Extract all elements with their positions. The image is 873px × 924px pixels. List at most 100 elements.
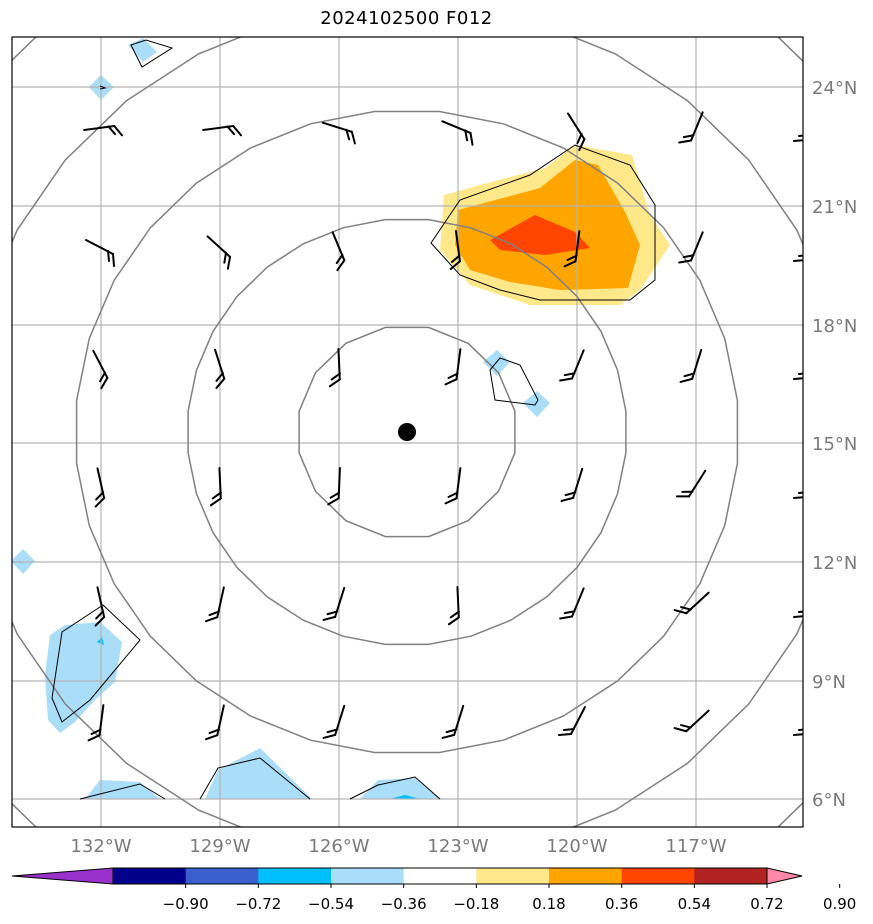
contour-line [130,39,174,68]
wind-barb [673,591,710,615]
longitude-axis: 132°W 129°W 126°W 123°W 120°W 117°W [70,836,726,857]
map-title: 2024102500 F012 [320,8,493,29]
wind-barb [209,467,222,507]
wind-barb [793,372,803,380]
contour-line [99,85,107,90]
latitude-tick-label: 9°N [812,672,846,693]
colorbar-tick-label: −0.54 [308,895,354,913]
negative-anomaly-patch [483,350,510,376]
wind-barb [331,231,346,272]
positive-anomaly-strong [490,215,590,255]
wind-barb [559,349,585,382]
wind-barb [793,491,803,499]
distance-ring [298,326,516,538]
wind-barb [563,230,581,268]
negative-anomaly-core [390,795,420,799]
wind-barb [559,587,585,620]
colorbar-extend-low [11,867,114,885]
colorbar-tick-label: 0.36 [605,895,638,913]
wind-barbs [83,111,803,742]
wind-barb [204,586,225,623]
wind-barb [85,239,115,267]
wind-barb [328,348,341,388]
wind-barb [449,230,461,270]
colorbar-outline [112,867,768,885]
colorbar: −0.90 −0.72 −0.54 −0.36 −0.18 0.18 0.36 0.54 0.7… [11,867,856,913]
wind-barb [447,586,460,626]
colorbar-segment [549,868,623,884]
colorbar-segment [403,868,477,884]
wind-barb [678,231,704,264]
wind-barb [567,112,586,152]
colorbar-tick-label: −0.72 [235,895,281,913]
colorbar-tick-label: 0.72 [750,895,783,913]
map-frame [11,36,804,828]
colorbar-segment [621,868,695,884]
latitude-axis: 24°N 21°N 18°N 15°N 12°N 9°N 6°N [812,78,857,811]
longitude-tick-label: 123°W [427,836,488,857]
wind-barb [793,254,803,262]
wind-barb [94,586,106,627]
wind-barb [322,704,346,739]
contour-lines [51,39,656,800]
colorbar-extend-high [766,867,803,885]
negative-anomaly-patch [45,622,122,733]
distance-ring [12,37,803,827]
negative-anomaly-patch [523,391,550,417]
wind-barb [560,467,584,502]
colorbar-tick-label: 0.18 [532,895,565,913]
wind-barb [558,706,586,736]
latitude-tick-label: 18°N [812,316,857,337]
longitude-tick-label: 132°W [70,836,131,857]
contour-line [349,776,441,800]
longitude-tick-label: 129°W [189,836,250,857]
colorbar-segment [258,868,332,884]
colorbar-segment [476,868,550,884]
wind-barb [793,728,803,736]
latitude-tick-label: 15°N [812,434,857,455]
distance-ring [187,218,627,646]
wind-barb [321,121,356,145]
wind-barb [793,134,803,142]
colorbar-tick-label: −0.90 [163,895,209,913]
shaded-anomaly-areas [12,38,670,799]
colorbar-tick-label: −0.18 [453,895,499,913]
wind-barb [204,704,225,741]
contour-line [199,757,311,800]
latitude-tick-label: 6°N [812,790,846,811]
wind-barb [441,120,474,146]
colorbar-tick-label: 0.90 [823,895,856,913]
contour-line [430,144,656,301]
colorbar-tick-label: 0.54 [678,895,711,913]
negative-anomaly-patch [360,778,440,799]
longitude-tick-label: 117°W [665,836,726,857]
wind-barb [87,704,105,742]
colorbar-tick-label: −0.36 [381,895,427,913]
wind-barb [444,467,462,505]
longitude-tick-label: 120°W [546,836,607,857]
contour-line [51,604,141,723]
contour-line [489,357,539,406]
wind-barb [94,467,106,508]
wind-barb [206,235,232,270]
latitude-tick-label: 24°N [812,78,857,99]
wind-barb [202,125,242,137]
negative-anomaly-patch [205,748,312,799]
wind-barb [444,348,462,386]
longitude-tick-label: 126°W [308,836,369,857]
wind-barb [92,349,109,390]
contour-line [79,783,166,800]
colorbar-segment [694,868,768,884]
colorbar-segment [331,868,405,884]
wind-barb [214,348,226,389]
latitude-tick-label: 12°N [812,553,857,574]
storm-center-marker [398,423,416,441]
colorbar-segment [185,868,259,884]
wind-barb [678,111,704,144]
wind-barb [322,586,346,621]
wind-barb [675,469,707,498]
wind-barb [83,125,123,137]
distance-ring [75,110,739,754]
